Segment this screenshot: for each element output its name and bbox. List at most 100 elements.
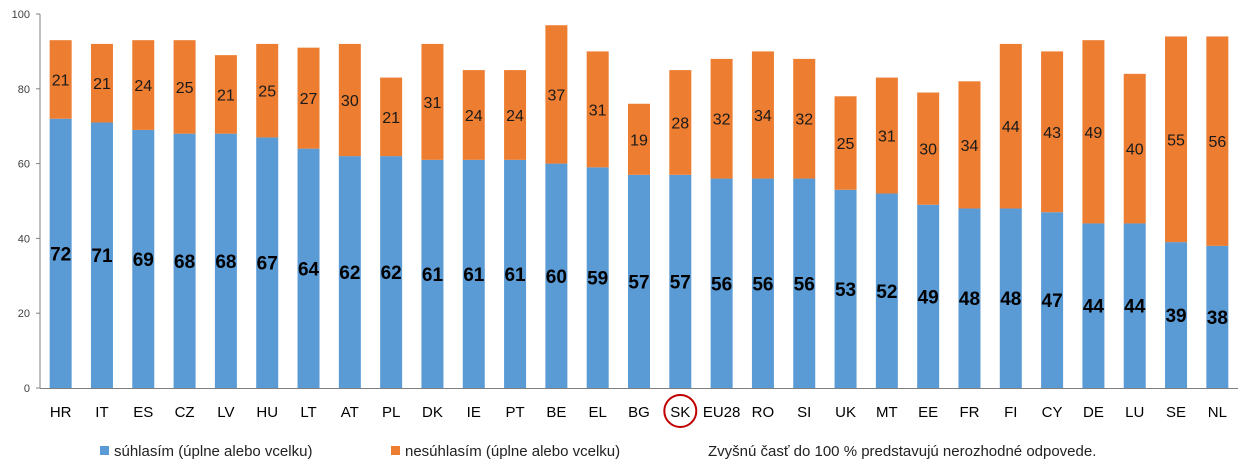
bar-agree-fi: [999, 208, 1022, 388]
data-label-disagree: 24: [134, 78, 152, 95]
data-label-disagree: 21: [382, 110, 400, 127]
bar-disagree-at: [338, 43, 361, 157]
bar-agree-ro: [751, 178, 774, 388]
y-tick-label: 80: [18, 84, 30, 96]
bar-disagree-el: [586, 51, 609, 168]
y-tick-label: 100: [12, 9, 30, 21]
x-tick-label: LU: [1125, 404, 1144, 421]
bar-disagree-cz: [173, 40, 196, 134]
bar-disagree-eu28: [710, 58, 733, 179]
data-label-disagree: 27: [300, 91, 318, 108]
x-tick-label: UK: [835, 404, 856, 421]
bar-disagree-ro: [751, 51, 774, 179]
bar-agree-pl: [380, 156, 403, 388]
data-label-agree: 49: [918, 287, 939, 308]
bar-agree-it: [90, 122, 113, 389]
bar-agree-nl: [1206, 245, 1229, 388]
bar-agree-lt: [297, 148, 320, 388]
x-tick-label: LT: [300, 404, 316, 421]
bar-disagree-lt: [297, 47, 320, 149]
bar-disagree-pl: [380, 77, 403, 157]
bar-disagree-de: [1082, 40, 1105, 224]
bar-agree-de: [1082, 223, 1105, 388]
data-label-agree: 68: [174, 252, 195, 273]
x-tick-label: HU: [256, 404, 278, 421]
legend-label-agree: súhlasím (úplne alebo vcelku): [114, 443, 313, 460]
x-tick-label: IE: [467, 404, 481, 421]
chart-note: Zvyšnú časť do 100 % predstavujú nerozho…: [708, 443, 1097, 460]
legend-swatch-agree: [100, 446, 109, 455]
data-label-agree: 62: [381, 263, 402, 284]
bar-agree-hr: [49, 118, 72, 388]
x-tick-label: BG: [628, 404, 650, 421]
data-label-disagree: 43: [1043, 125, 1061, 142]
data-label-agree: 56: [794, 274, 815, 295]
bar-agree-fr: [958, 208, 981, 388]
y-tick-label: 0: [24, 383, 30, 395]
bars: 72 21 71 21 69 24 68 25 68 21 67 25 64 27 62 30 62 21 61 31…: [49, 25, 1229, 389]
data-label-agree: 44: [1124, 297, 1146, 318]
data-label-disagree: 37: [547, 87, 565, 104]
data-label-agree: 47: [1042, 291, 1063, 312]
data-label-disagree: 25: [258, 84, 276, 101]
x-tick-label: SI: [797, 404, 811, 421]
x-axis: HR IT ES CZ LV HU LT AT PL DK IE PT BE EL BG SK EU28 RO SI…: [40, 388, 1238, 428]
bar-disagree-sk: [669, 70, 692, 175]
legend-item-agree: súhlasím (úplne alebo vcelku): [100, 443, 312, 460]
data-label-disagree: 25: [176, 80, 194, 97]
legend-item-disagree: nesúhlasím (úplne alebo vcelku): [391, 443, 620, 460]
data-label-agree: 61: [504, 265, 526, 286]
bar-agree-eu28: [710, 178, 733, 388]
x-tick-label: HR: [50, 404, 72, 421]
x-tick-label: BE: [546, 404, 566, 421]
bar-agree-pt: [504, 159, 527, 388]
data-label-agree: 53: [835, 280, 856, 301]
x-tick-label: PL: [382, 404, 400, 421]
bar-disagree-fi: [999, 43, 1022, 209]
bar-disagree-si: [793, 58, 816, 179]
data-label-agree: 64: [298, 259, 320, 280]
y-axis: 0 20 40 60 80 100: [12, 9, 41, 395]
data-label-disagree: 34: [961, 138, 979, 155]
legend-label-disagree: nesúhlasím (úplne alebo vcelku): [405, 443, 621, 460]
data-label-disagree: 30: [919, 142, 937, 159]
bar-disagree-dk: [421, 43, 444, 160]
bar-disagree-hu: [256, 43, 279, 138]
x-tick-label: IT: [95, 404, 108, 421]
x-tick-label: LV: [217, 404, 234, 421]
x-tick-label: CY: [1042, 404, 1063, 421]
data-label-agree: 52: [876, 282, 897, 303]
data-label-disagree: 25: [837, 136, 855, 153]
bar-agree-be: [545, 163, 568, 388]
bar-agree-cz: [173, 133, 196, 388]
bar-agree-lu: [1123, 223, 1146, 388]
data-label-disagree: 19: [630, 132, 648, 149]
x-tick-label: CZ: [175, 404, 195, 421]
data-label-disagree: 44: [1002, 119, 1020, 136]
highlight-circle: [663, 394, 698, 428]
data-label-agree: 57: [628, 272, 649, 293]
data-label-agree: 39: [1165, 306, 1186, 327]
data-label-agree: 59: [587, 269, 608, 290]
x-tick-label: EL: [589, 404, 607, 421]
bar-agree-se: [1165, 242, 1188, 388]
bar-agree-hu: [256, 137, 279, 388]
data-label-disagree: 24: [506, 108, 524, 125]
x-tick-label: SK: [670, 404, 690, 421]
bar-agree-at: [338, 156, 361, 388]
data-label-agree: 56: [711, 274, 732, 295]
legend-swatch-disagree: [391, 446, 400, 455]
x-tick-label: AT: [341, 404, 359, 421]
data-label-agree: 61: [463, 265, 485, 286]
data-label-disagree: 30: [341, 93, 359, 110]
bar-agree-bg: [628, 174, 650, 388]
x-tick-label: NL: [1208, 404, 1227, 421]
data-label-disagree: 28: [671, 115, 689, 132]
data-label-disagree: 31: [589, 102, 607, 119]
bar-agree-lv: [214, 133, 237, 388]
data-label-agree: 67: [257, 254, 278, 275]
data-label-disagree: 32: [713, 112, 731, 129]
data-label-agree: 57: [670, 272, 691, 293]
bar-agree-es: [132, 129, 155, 388]
